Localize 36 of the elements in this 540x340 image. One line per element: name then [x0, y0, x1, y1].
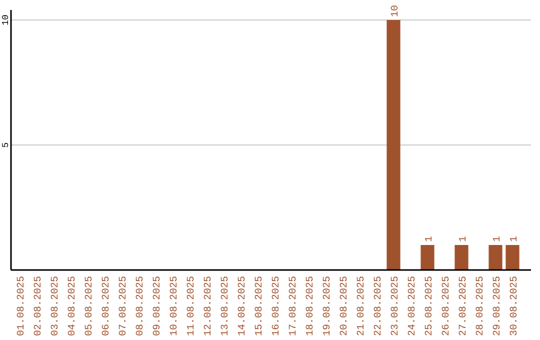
x-tick-label: 17.08.2025	[288, 276, 300, 336]
x-tick-label: 16.08.2025	[272, 276, 282, 336]
x-tick-label: 12.08.2025	[204, 276, 214, 336]
x-tick-label: 01.08.2025	[16, 276, 28, 336]
data-label: 10	[390, 4, 402, 17]
x-tick-label: 24.08.2025	[408, 276, 418, 336]
x-tick-label: 25.08.2025	[424, 276, 436, 336]
data-label: 1	[458, 236, 470, 242]
x-tick-label: 13.08.2025	[220, 276, 232, 336]
x-tick-label: 05.08.2025	[84, 276, 96, 336]
x-tick-label: 10.08.2025	[170, 276, 180, 336]
x-tick-label: 02.08.2025	[34, 276, 44, 336]
x-tick-label: 18.08.2025	[306, 276, 316, 336]
x-tick-label: 30.08.2025	[510, 276, 520, 336]
x-tick-label: 28.08.2025	[476, 276, 486, 336]
x-tick-label: 23.08.2025	[390, 276, 402, 336]
x-tick-label: 20.08.2025	[340, 276, 350, 336]
data-label: 1	[492, 236, 504, 242]
data-label: 1	[510, 236, 520, 242]
x-tick-label: 14.08.2025	[238, 276, 248, 336]
x-tick-label: 19.08.2025	[322, 276, 334, 336]
x-tick-label: 27.08.2025	[458, 276, 470, 336]
x-tick-label: 21.08.2025	[356, 276, 368, 336]
x-tick-label: 29.08.2025	[492, 276, 504, 336]
x-tick-label: 07.08.2025	[118, 276, 130, 336]
x-tick-label: 22.08.2025	[374, 276, 384, 336]
x-tick-label: 08.08.2025	[136, 276, 146, 336]
data-label: 1	[424, 236, 436, 242]
x-tick-label: 15.08.2025	[254, 276, 266, 336]
x-tick-label: 06.08.2025	[102, 276, 112, 336]
x-tick-label: 03.08.2025	[50, 276, 62, 336]
x-tick-label: 26.08.2025	[442, 276, 452, 336]
x-tick-label: 09.08.2025	[152, 276, 164, 336]
x-tick-label: 11.08.2025	[186, 276, 198, 336]
x-tick-label: 04.08.2025	[68, 276, 78, 336]
y-tick-label: 5	[1, 142, 11, 148]
